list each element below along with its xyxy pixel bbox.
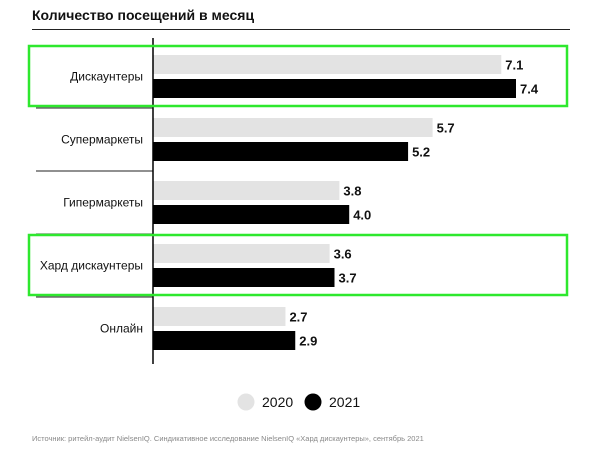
highlight-box [27,44,569,108]
bar-2021 [153,142,409,161]
data-label: 2.9 [299,334,317,349]
legend-label: 2020 [262,394,293,410]
legend-marker-2020 [237,393,255,411]
bar-2021 [153,331,296,350]
legend-marker-2021 [304,393,322,411]
bar-2020 [153,244,330,263]
data-label: 7.4 [520,82,539,97]
data-label: 3.6 [334,247,352,262]
source-note: Источник: ритейл-аудит NielsenIQ. Синдик… [32,434,424,443]
data-label: 5.2 [412,145,430,160]
category-label: Гипермаркеты [63,196,143,210]
highlight-box [27,233,569,297]
category-label: Супермаркеты [61,133,143,147]
bar-2021 [153,79,516,98]
title-divider [32,29,570,30]
data-label: 3.7 [339,271,357,286]
category-label: Онлайн [100,322,143,336]
bar-2020 [153,118,433,137]
category-label: Дискаунтеры [70,70,143,84]
legend-label: 2021 [329,394,360,410]
bar-2020 [153,307,286,326]
bar-2021 [153,268,335,287]
data-label: 2.7 [289,310,307,325]
category-label: Хард дискаунтеры [40,259,143,273]
data-label: 5.7 [437,121,455,136]
data-label: 3.8 [343,184,361,199]
bar-2020 [153,55,502,74]
data-label: 7.1 [505,58,523,73]
bar-2021 [153,205,350,224]
chart-title: Количество посещений в месяц [32,7,255,23]
bar-2020 [153,181,340,200]
data-label: 4.0 [353,208,371,223]
